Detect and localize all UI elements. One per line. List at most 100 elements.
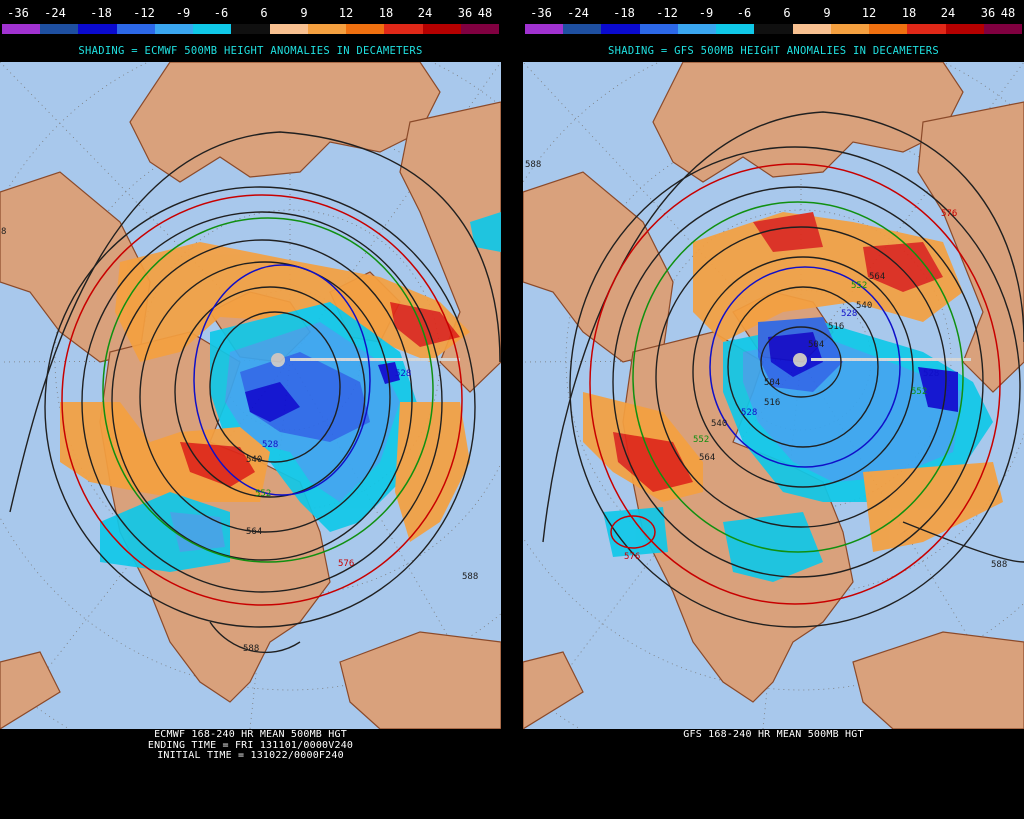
color-scale-label: 9 — [823, 6, 831, 20]
color-scale-label: -9 — [698, 6, 714, 20]
contour-label: 528 — [262, 440, 278, 450]
contour-label: 8 — [1, 227, 6, 237]
color-scale-label: 6 — [783, 6, 791, 20]
color-scale-label: -18 — [613, 6, 635, 20]
contour-label: 540 — [856, 301, 872, 311]
contour-label: 552 — [851, 281, 867, 291]
contour-label: 564 — [869, 272, 885, 282]
color-scale-swatch — [869, 24, 908, 34]
contour-label: 516 — [828, 322, 844, 332]
color-scale-swatch — [601, 24, 640, 34]
color-scale-swatch — [754, 24, 793, 34]
footer-line: GFS 168-240 HR MEAN 500MB HGT — [683, 729, 864, 740]
footer-line: ENDING TIME = FRI 131101/0000V240 — [147, 739, 354, 751]
contour-label: 504 — [808, 340, 824, 350]
color-scale-label: -6 — [213, 6, 229, 20]
contour-label: 576 — [941, 209, 957, 219]
color-scale-label: 12 — [861, 6, 877, 20]
color-scale-swatch — [116, 24, 155, 34]
color-scale-labels: -36 -24 -18 -12 -9 -6 6 9 12 18 24 36 48 — [523, 6, 1024, 20]
color-scale-swatch — [945, 24, 984, 34]
contour-labels: 528 540 552 564 576 588 588 8 528 — [1, 227, 478, 654]
height-contours-colored — [61, 194, 463, 606]
height-contours — [9, 131, 501, 654]
contour-label: 564 — [699, 453, 715, 463]
ecmwf-map: 528 540 552 564 576 588 588 8 528 — [0, 62, 501, 729]
color-scale-swatch — [307, 24, 347, 34]
color-scale-label: -12 — [656, 6, 678, 20]
contour-label: 540 — [711, 419, 727, 429]
color-scale-label: -24 — [567, 6, 589, 20]
panel-divider — [501, 0, 523, 819]
color-scale-swatch — [384, 24, 423, 34]
color-scale-swatch — [422, 24, 461, 34]
color-scale-label: -6 — [736, 6, 752, 20]
gfs-panel: -36 -24 -18 -12 -9 -6 6 9 12 18 24 36 48 SHADING = G… — [523, 0, 1024, 819]
height-contours — [542, 111, 1024, 628]
color-scale-swatch — [2, 24, 41, 34]
contour-label: 528 — [741, 408, 757, 418]
color-scale-swatch — [154, 24, 194, 34]
color-scale-labels: -36 -24 -18 -12 -9 -6 6 9 12 18 24 36 48 — [0, 6, 501, 20]
contour-label: 588 — [462, 572, 478, 582]
contour-label: 588 — [525, 160, 541, 170]
color-scale-swatch — [792, 24, 831, 34]
color-scale-swatch — [231, 24, 270, 34]
color-scale-label: -18 — [90, 6, 112, 20]
color-scale-label: -36 — [7, 6, 29, 20]
color-scale-swatch — [460, 24, 500, 34]
color-scale-swatch — [193, 24, 232, 34]
color-scale-swatch — [677, 24, 717, 34]
color-scale-label: 48 — [1000, 6, 1016, 20]
color-scale-swatch — [563, 24, 602, 34]
ecmwf-footer: ECMWF 168-240 HR MEAN 500MB HGT ENDING T… — [0, 729, 501, 762]
color-scale-swatch — [269, 24, 308, 34]
contour-label: 576 — [624, 552, 640, 562]
color-scale-label: -9 — [175, 6, 191, 20]
color-scale-label: 48 — [477, 6, 493, 20]
contour-label: 552 — [911, 387, 927, 397]
color-scale-swatch — [907, 24, 946, 34]
contour-label: 528 — [923, 369, 939, 379]
color-scale-label: -24 — [44, 6, 66, 20]
color-scale-swatch — [525, 24, 564, 34]
gfs-footer: GFS 168-240 HR MEAN 500MB HGT — [523, 729, 1024, 741]
color-scale-label: 9 — [300, 6, 308, 20]
height-contours-colored — [589, 163, 1001, 605]
color-scale-label: 12 — [338, 6, 354, 20]
contour-label: 552 — [255, 489, 271, 499]
shading-title: SHADING = ECMWF 500MB HEIGHT ANOMALIES I… — [78, 45, 423, 57]
footer-line: INITIAL TIME = 131022/0000F240 — [157, 750, 344, 761]
color-scale-bar — [2, 24, 500, 34]
shading-title: SHADING = GFS 500MB HEIGHT ANOMALIES IN … — [607, 45, 940, 57]
height-anomaly-shading — [583, 212, 1003, 582]
color-scale-swatch — [78, 24, 117, 34]
contour-label: 504 — [764, 378, 780, 388]
contour-label: 528 — [841, 309, 857, 319]
contour-label: 528 — [395, 369, 411, 379]
color-scale-label: 6 — [260, 6, 268, 20]
color-scale-label: 36 — [980, 6, 996, 20]
color-scale-label: 36 — [457, 6, 473, 20]
color-scale-swatch — [716, 24, 755, 34]
color-scale-label: 24 — [940, 6, 956, 20]
color-scale-swatch — [40, 24, 79, 34]
gfs-map: 588 576 564 552 540 528 516 504 504 516 … — [523, 62, 1024, 729]
contour-label: 588 — [991, 560, 1007, 570]
ecmwf-panel: -36 -24 -18 -12 -9 -6 6 9 12 18 24 36 48 SHADING = E… — [0, 0, 501, 819]
color-scale-label: 24 — [417, 6, 433, 20]
color-scale-label: -12 — [133, 6, 155, 20]
color-scale-swatch — [346, 24, 385, 34]
contour-labels: 588 576 564 552 540 528 516 504 504 516 … — [525, 160, 1007, 570]
contour-label: 576 — [338, 559, 354, 569]
color-scale-swatch — [639, 24, 678, 34]
color-scale-label: 18 — [378, 6, 394, 20]
color-scale-bar — [525, 24, 1023, 34]
color-scale-swatch — [983, 24, 1023, 34]
contour-label: 564 — [246, 527, 262, 537]
color-scale-label: -36 — [530, 6, 552, 20]
contour-label: 552 — [693, 435, 709, 445]
footer-line: ECMWF 168-240 HR MEAN 500MB HGT — [154, 729, 347, 740]
contour-label: 540 — [246, 455, 262, 465]
contour-label: 588 — [243, 644, 259, 654]
